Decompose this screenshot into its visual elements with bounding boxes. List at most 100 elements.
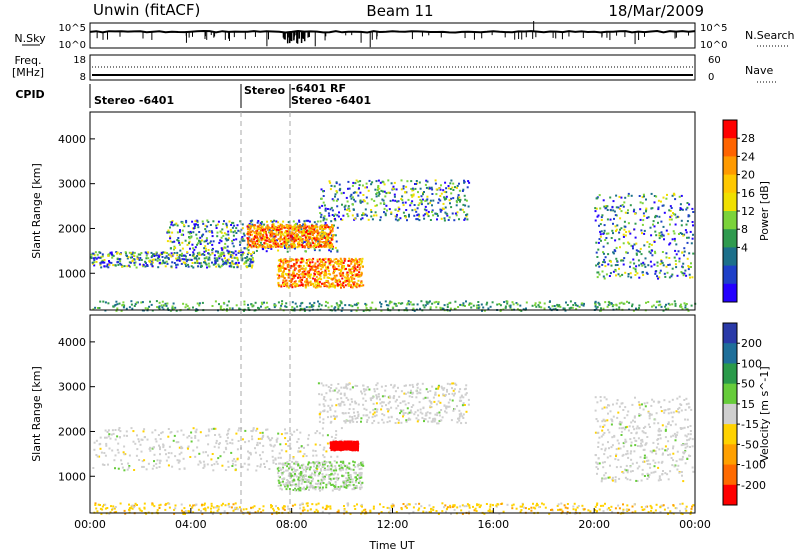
scatter-cell [394, 200, 396, 202]
scatter-cell [361, 468, 363, 470]
scatter-cell [320, 286, 322, 288]
scatter-cell [331, 436, 333, 438]
scatter-cell [410, 301, 412, 303]
scatter-cell [231, 439, 233, 441]
scatter-cell [355, 487, 357, 489]
scatter-cell [202, 223, 204, 225]
scatter-cell [251, 234, 253, 236]
scatter-cell [294, 244, 296, 246]
scatter-cell [136, 448, 138, 450]
scatter-cell [164, 257, 166, 259]
scatter-cell [216, 461, 218, 463]
scatter-cell [310, 462, 312, 464]
scatter-cell [298, 220, 300, 222]
scatter-cell [352, 185, 354, 187]
freq-unit: [MHz] [12, 66, 44, 79]
scatter-cell [332, 226, 334, 228]
scatter-cell [177, 264, 179, 266]
scatter-cell [153, 465, 155, 467]
scatter-cell [425, 304, 427, 306]
scatter-cell [189, 259, 191, 261]
scatter-cell [287, 484, 289, 486]
scatter-cell [426, 196, 428, 198]
scatter-cell [601, 219, 603, 221]
scatter-cell [623, 264, 625, 266]
scatter-cell [348, 279, 350, 281]
scatter-cell [204, 262, 206, 264]
scatter-cell [134, 264, 136, 266]
scatter-cell [307, 233, 309, 235]
scatter-cell [383, 422, 385, 424]
scatter-cell [441, 218, 443, 220]
scatter-cell [107, 431, 109, 433]
scatter-cell [119, 303, 121, 305]
scatter-cell [221, 259, 223, 261]
scatter-cell [261, 246, 263, 248]
scatter-cell [619, 196, 621, 198]
scatter-cell [222, 235, 224, 237]
scatter-cell [115, 301, 117, 303]
scatter-cell [436, 218, 438, 220]
scatter-cell [595, 220, 597, 222]
scatter-cell [365, 400, 367, 402]
scatter-cell [628, 273, 630, 275]
scatter-cell [354, 282, 356, 284]
scatter-cell [645, 257, 647, 259]
scatter-cell [221, 265, 223, 267]
scatter-cell [596, 252, 598, 254]
scatter-cell [300, 303, 302, 305]
scatter-cell [281, 433, 283, 435]
scatter-cell [663, 226, 665, 228]
scatter-cell [295, 485, 297, 487]
scatter-cell [192, 251, 194, 253]
scatter-cell [259, 244, 261, 246]
scatter-cell [237, 259, 239, 261]
scatter-cell [179, 260, 181, 262]
scatter-cell [121, 266, 123, 268]
scatter-cell [304, 453, 306, 455]
colorbar-tick-label: 24 [741, 150, 755, 163]
scatter-cell [147, 265, 149, 267]
scatter-cell [93, 257, 95, 259]
scatter-cell [605, 256, 607, 258]
scatter-cell [99, 301, 101, 303]
scatter-cell [619, 302, 621, 304]
scatter-cell [324, 456, 326, 458]
scatter-cell [640, 219, 642, 221]
scatter-cell [259, 432, 261, 434]
scatter-cell [314, 262, 316, 264]
scatter-cell [291, 286, 293, 288]
scatter-cell [275, 236, 277, 238]
scatter-cell [604, 224, 606, 226]
scatter-cell [315, 444, 317, 446]
scatter-cell [687, 242, 689, 244]
scatter-cell [357, 307, 359, 309]
scatter-cell [423, 304, 425, 306]
scatter-cell [206, 267, 208, 269]
scatter-cell [308, 434, 310, 436]
scatter-cell [292, 270, 294, 272]
scatter-cell [620, 260, 622, 262]
scatter-cell [211, 249, 213, 251]
scatter-cell [622, 204, 624, 206]
scatter-cell [285, 470, 287, 472]
scatter-cell [457, 306, 459, 308]
scatter-cell [337, 304, 339, 306]
scatter-cell [606, 273, 608, 275]
scatter-cell [682, 266, 684, 268]
scatter-cell [303, 476, 305, 478]
scatter-cell [227, 234, 229, 236]
scatter-cell [296, 285, 298, 287]
scatter-cell [565, 302, 567, 304]
scatter-cell [292, 301, 294, 303]
scatter-cell [287, 251, 289, 253]
nave-tick-bottom: 0 [708, 72, 714, 83]
scatter-cell [612, 232, 614, 234]
scatter-cell [299, 487, 301, 489]
scatter-cell [236, 264, 238, 266]
scatter-cell [133, 441, 135, 443]
scatter-cell [607, 242, 609, 244]
scatter-cell [179, 250, 181, 252]
scatter-cell [283, 477, 285, 479]
scatter-cell [434, 213, 436, 215]
